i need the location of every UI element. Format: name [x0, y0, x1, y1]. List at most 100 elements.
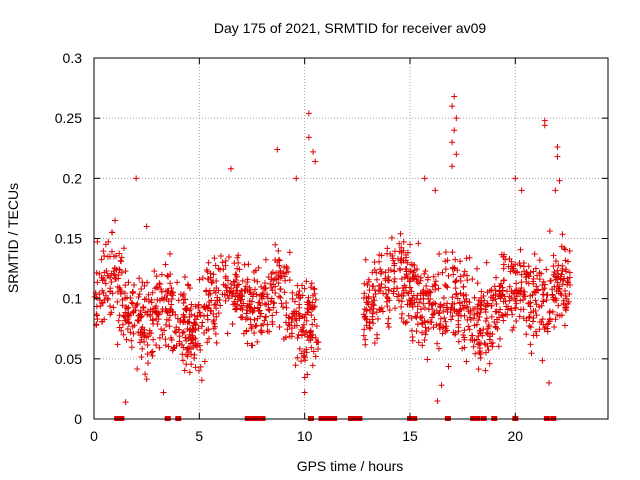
data-point [123, 336, 130, 343]
data-point [510, 324, 517, 331]
data-point [476, 340, 483, 347]
data-point [313, 323, 320, 330]
data-point [192, 341, 199, 348]
data-point [559, 265, 566, 272]
data-point [427, 295, 434, 302]
data-point [228, 285, 235, 292]
data-point [153, 283, 160, 290]
data-point [241, 261, 248, 268]
data-point [494, 319, 501, 326]
data-point [415, 339, 422, 346]
data-point [241, 288, 248, 295]
data-point [514, 269, 521, 276]
data-point [230, 278, 237, 285]
data-point [213, 305, 220, 312]
x-tick-label: 5 [195, 428, 203, 444]
data-point [546, 379, 553, 386]
data-point [311, 303, 318, 310]
data-point [269, 321, 276, 328]
data-point [101, 296, 108, 303]
data-point [145, 291, 152, 298]
data-point [309, 362, 316, 369]
data-point [421, 304, 428, 311]
data-point [543, 297, 550, 304]
data-point [277, 294, 284, 301]
data-point [480, 293, 487, 300]
data-point [182, 334, 189, 341]
data-point [527, 324, 534, 331]
data-point [181, 367, 188, 374]
data-point [425, 318, 432, 325]
data-point [191, 351, 198, 358]
data-point [415, 240, 422, 247]
data-point [451, 93, 458, 100]
data-point [423, 290, 430, 297]
data-point [556, 312, 563, 319]
data-point [139, 279, 146, 286]
data-point [378, 304, 385, 311]
data-point [183, 351, 190, 358]
data-point [406, 297, 413, 304]
data-point [161, 327, 168, 334]
data-point [449, 139, 456, 146]
y-tick-label: 0.1 [63, 291, 83, 307]
data-point [252, 267, 259, 274]
data-point [176, 338, 183, 345]
data-point [252, 286, 259, 293]
data-point [133, 175, 140, 182]
data-point [257, 328, 264, 335]
data-point [122, 399, 129, 406]
data-point [298, 332, 305, 339]
data-point [536, 326, 543, 333]
data-point [508, 288, 515, 295]
data-point [213, 313, 220, 320]
data-point [561, 245, 568, 252]
data-point [233, 287, 240, 294]
data-point [538, 270, 545, 277]
data-point [544, 321, 551, 328]
data-point [270, 281, 277, 288]
data-point [565, 298, 572, 305]
data-point [523, 269, 530, 276]
data-point [566, 290, 573, 297]
data-point [136, 339, 143, 346]
data-point [449, 300, 456, 307]
data-point [192, 321, 199, 328]
data-point [518, 284, 525, 291]
data-point [449, 313, 456, 320]
data-point [265, 306, 272, 313]
data-point [382, 277, 389, 284]
chart-title: Day 175 of 2021, SRMTID for receiver av0… [214, 20, 487, 36]
data-point [550, 252, 557, 259]
data-point [107, 303, 114, 310]
data-point [224, 277, 231, 284]
data-point [301, 285, 308, 292]
y-axis-label: SRMTID / TECUs [5, 183, 21, 293]
data-point [428, 319, 435, 326]
data-point [141, 338, 148, 345]
axis-ticks [93, 57, 608, 420]
data-point [382, 284, 389, 291]
data-point [391, 260, 398, 267]
data-point [211, 255, 218, 262]
data-point [116, 250, 123, 257]
data-point [365, 276, 372, 283]
data-point [239, 277, 246, 284]
data-point [153, 303, 160, 310]
data-point [125, 304, 132, 311]
data-point [185, 318, 192, 325]
data-point [159, 308, 166, 315]
data-point [158, 288, 165, 295]
data-point [219, 259, 226, 266]
data-point [371, 297, 378, 304]
data-point [118, 258, 125, 265]
data-point [390, 257, 397, 264]
data-point [304, 309, 311, 316]
data-point [385, 287, 392, 294]
data-point [204, 275, 211, 282]
data-point [222, 297, 229, 304]
data-point [112, 265, 119, 272]
data-point [128, 337, 135, 344]
data-point [164, 272, 171, 279]
data-point [312, 334, 319, 341]
